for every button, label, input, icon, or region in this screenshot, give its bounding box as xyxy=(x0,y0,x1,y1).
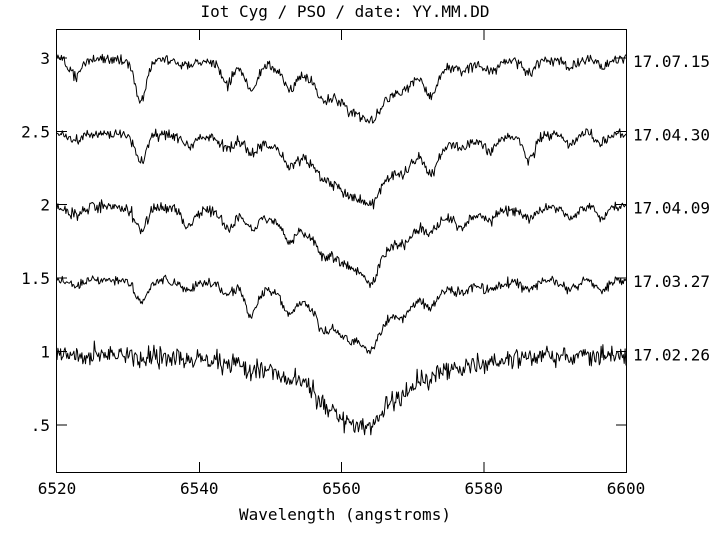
x-axis-label: Wavelength (angstroms) xyxy=(239,505,451,524)
spectrum-trace-17.07.15 xyxy=(56,53,627,124)
spectrum-trace-17.03.27 xyxy=(56,274,627,355)
chart-title: Iot Cyg / PSO / date: YY.MM.DD xyxy=(201,2,490,21)
plot-area: 6520 6540 6560 6580 6600 .5 1 1.5 2 2.5 3 17.07.15 1… xyxy=(21,29,710,498)
y-tick-label: 1 xyxy=(40,343,50,362)
y-tick-label: 2.5 xyxy=(21,122,50,141)
x-tick-label: 6600 xyxy=(607,479,646,498)
x-tick-label: 6560 xyxy=(322,479,361,498)
spectrum-trace-17.04.30 xyxy=(57,128,627,210)
y-tick-label: 1.5 xyxy=(21,269,50,288)
y-tick-label: 2 xyxy=(40,196,50,215)
spectrum-trace-17.04.09 xyxy=(56,199,627,289)
x-tick-label: 6520 xyxy=(38,479,77,498)
y-tick-label: 3 xyxy=(40,49,50,68)
y-tick-label: .5 xyxy=(31,416,50,435)
x-tick-label: 6540 xyxy=(180,479,219,498)
date-label-17.02.26: 17.02.26 xyxy=(633,346,710,365)
date-label-17.04.30: 17.04.30 xyxy=(633,125,710,144)
date-label-17.04.09: 17.04.09 xyxy=(633,199,710,218)
date-label-17.07.15: 17.07.15 xyxy=(633,52,710,71)
spectrum-trace-17.02.26 xyxy=(56,340,627,436)
x-tick-label: 6580 xyxy=(464,479,503,498)
plot-frame xyxy=(56,29,627,473)
date-label-17.03.27: 17.03.27 xyxy=(633,272,710,291)
